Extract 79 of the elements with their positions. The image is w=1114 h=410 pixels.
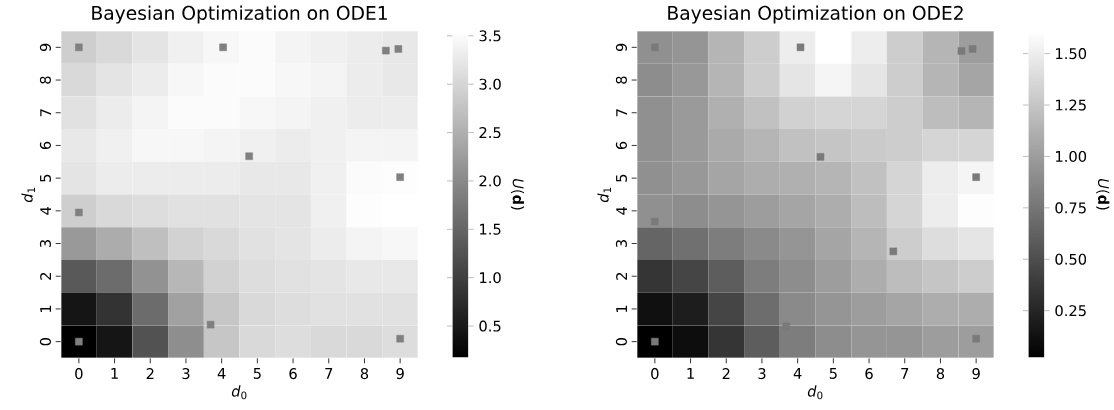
color-bar-title: U(d) xyxy=(510,179,524,210)
x-tick-label: 5 xyxy=(829,368,837,379)
point xyxy=(968,45,977,53)
x-tick-label: 3 xyxy=(758,368,766,380)
chart-title: Bayesian Optimization on ODE1 xyxy=(92,5,387,24)
y-tick-label: 1 xyxy=(616,305,627,312)
color-bar-label: 0.5 xyxy=(479,320,501,332)
x-tick-label: 8 xyxy=(360,368,369,380)
y-tick-label: 8 xyxy=(615,76,627,84)
y-tick-label: 1 xyxy=(40,305,51,312)
y-tick-label: 7 xyxy=(40,109,51,117)
point xyxy=(957,47,966,55)
point xyxy=(816,153,825,161)
color-bar-title: U(d) xyxy=(1096,179,1110,210)
x-tick-label: 4 xyxy=(217,368,226,379)
x-tick-label: 6 xyxy=(865,368,873,380)
y-axis-title: d$_{1}$ xyxy=(21,187,35,203)
color-bar-label: 1.00 xyxy=(1056,150,1087,162)
x-tick-label: 0 xyxy=(651,368,659,380)
y-tick-label: 5 xyxy=(40,174,51,182)
x-tick-label: 1 xyxy=(111,368,118,379)
point xyxy=(396,173,404,181)
y-tick-label: 8 xyxy=(39,76,51,84)
x-tick-label: 0 xyxy=(75,368,83,380)
point xyxy=(75,337,83,346)
x-axis-title: d$_{0}$ xyxy=(231,385,247,400)
y-tick-label: 9 xyxy=(615,43,627,52)
color-bar-label: 1.5 xyxy=(480,223,501,235)
point xyxy=(396,334,404,343)
point xyxy=(972,334,980,343)
point xyxy=(651,337,659,346)
point xyxy=(219,43,227,52)
color-bar-label: 3.0 xyxy=(479,78,501,90)
x-tick-label: 7 xyxy=(325,368,333,379)
point xyxy=(382,46,390,55)
y-tick-label: 3 xyxy=(39,240,51,248)
point xyxy=(245,152,253,160)
x-tick-label: 4 xyxy=(793,368,802,379)
x-tick-label: 9 xyxy=(396,368,404,380)
x-tick-label: 2 xyxy=(146,368,154,379)
x-tick-label: 9 xyxy=(972,368,980,380)
x-tick-label: 7 xyxy=(901,368,909,379)
y-tick-label: 6 xyxy=(39,141,51,150)
color-bar-label: 0.50 xyxy=(1055,253,1087,265)
y-tick-label: 0 xyxy=(615,337,627,346)
x-tick-label: 1 xyxy=(687,368,694,379)
x-tick-label: 5 xyxy=(253,368,261,379)
point xyxy=(75,43,83,52)
x-tick-label: 2 xyxy=(722,368,730,379)
y-tick-label: 6 xyxy=(615,141,627,150)
point xyxy=(972,173,980,181)
y-tick-label: 3 xyxy=(615,240,627,248)
y-tick-label: 2 xyxy=(40,273,51,280)
y-tick-label: 0 xyxy=(39,337,51,346)
y-tick-label: 4 xyxy=(40,206,51,215)
y-tick-label: 4 xyxy=(616,206,627,215)
color-bar-label: 1.0 xyxy=(480,272,501,284)
color-bar-label: 0.25 xyxy=(1055,305,1086,317)
color-bar-label: 1.25 xyxy=(1056,99,1086,111)
point xyxy=(889,247,898,256)
x-tick-label: 8 xyxy=(936,368,945,380)
y-tick-label: 9 xyxy=(39,43,51,52)
y-axis-title: d$_{1}$ xyxy=(597,187,611,203)
color-bar-label: 2.5 xyxy=(479,127,501,139)
point xyxy=(206,320,215,329)
color-bar-label: 3.5 xyxy=(479,30,501,42)
point xyxy=(796,43,805,52)
y-tick-label: 5 xyxy=(616,174,627,182)
point xyxy=(394,45,403,53)
x-tick-label: 3 xyxy=(182,368,190,380)
x-tick-label: 6 xyxy=(289,368,297,380)
color-bar-label: 0.75 xyxy=(1055,202,1086,214)
chart-title: Bayesian Optimization on ODE2 xyxy=(668,5,963,24)
x-axis-title: d$_{0}$ xyxy=(807,385,823,400)
y-tick-label: 7 xyxy=(616,109,627,117)
y-tick-label: 2 xyxy=(616,273,627,280)
color-bar-label: 2.0 xyxy=(479,175,501,187)
color-bar-label: 1.50 xyxy=(1056,48,1087,60)
point xyxy=(75,208,83,217)
